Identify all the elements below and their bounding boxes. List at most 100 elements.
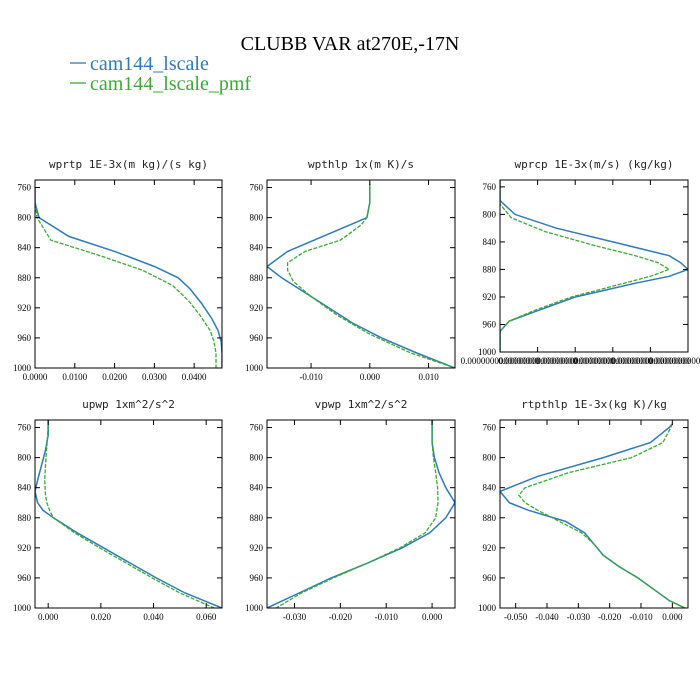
series-line-lscale-pmf [35,187,217,368]
figure-title: CLUBB VAR at270E,-17N [241,33,460,55]
y-tick-label: 960 [18,333,32,343]
series-line-lscale [500,180,688,352]
y-tick-label: 760 [250,183,264,193]
x-tick-label: -0.030 [567,612,591,622]
x-tick-label: -0.010 [299,372,323,382]
y-tick-label: 760 [18,423,32,433]
y-tick-label: 800 [250,213,264,223]
y-tick-label: 880 [18,513,32,523]
x-tick-label: 0.000 [422,612,443,622]
x-tick-label: 0.060 [196,612,217,622]
plot-frame [266,419,456,609]
x-tick-label: 0.0300 [142,372,167,382]
chart-panel-3: wprcp 1E-3x(m/s) (kg/kg) 760 800 840 880 920 9… [461,158,700,366]
y-tick-label: 920 [483,543,497,553]
legend: cam144_lscale cam144_lscale_pmf [70,53,251,95]
series-line-lscale [267,183,455,368]
x-tick-label: -0.050 [504,612,528,622]
y-tick-label: 1000 [478,347,497,357]
y-tick-label: 760 [18,183,32,193]
y-tick-label: 880 [250,273,264,283]
x-tick-label: 0.000 [38,612,59,622]
y-tick-label: 960 [18,573,32,583]
panel-title: wpthlp 1x(m K)/s [308,158,414,171]
y-tick-label: 840 [483,237,497,247]
y-tick-label: 800 [483,209,497,219]
chart-panel-6: rtpthlp 1E-3x(kg K)/kg 760 800 840 880 920 960… [478,398,689,622]
y-tick-label: 920 [250,543,264,553]
y-tick-label: 960 [483,573,497,583]
series-line-lscale [500,423,686,608]
y-tick-label: 1000 [13,363,32,373]
x-tick-label: 0.0000000000000000 [611,356,690,366]
x-tick-label: 0.0000000000000000 [649,356,700,366]
x-tick-label: -0.020 [329,612,353,622]
series-line-lscale [35,187,222,368]
x-tick-label: -0.010 [629,612,653,622]
x-tick-label: 0.0000000000000000 [461,356,540,366]
y-tick-label: 840 [250,483,264,493]
x-tick-label: 0.000 [662,612,683,622]
x-tick-label: 0.010 [418,372,439,382]
panel-title: rtpthlp 1E-3x(kg K)/kg [521,398,667,411]
y-tick-label: 1000 [245,363,264,373]
x-tick-label: 0.000 [360,372,381,382]
panel-title: wprtp 1E-3x(m kg)/(s kg) [49,158,208,171]
series-line-lscale [267,420,455,608]
y-tick-label: 920 [18,303,32,313]
y-tick-label: 880 [483,513,497,523]
y-tick-label: 960 [483,319,497,329]
panel-grid: wprtp 1E-3x(m kg)/(s kg) 760 800 840 880 920 9… [13,158,700,622]
legend-label-lscale-pmf: cam144_lscale_pmf [90,73,251,95]
x-tick-label: 0.0100 [62,372,87,382]
y-tick-label: 1000 [478,603,497,613]
series-line-lscale-pmf [517,423,686,608]
x-tick-label: 0.0400 [182,372,207,382]
series-line-lscale-pmf [275,420,439,608]
series-line-lscale-pmf [500,180,671,352]
y-tick-label: 1000 [13,603,32,613]
plot-frame [499,419,689,609]
y-tick-label: 880 [18,273,32,283]
y-tick-label: 760 [483,423,497,433]
panel-title: wprcp 1E-3x(m/s) (kg/kg) [515,158,674,171]
x-tick-label: 0.0200 [102,372,127,382]
y-tick-label: 960 [250,573,264,583]
x-tick-label: 0.040 [143,612,164,622]
chart-panel-2: wpthlp 1x(m K)/s 760 800 840 880 920 960 1000 -0… [245,158,456,382]
x-tick-label: -0.040 [535,612,559,622]
panel-title: upwp 1xm^2/s^2 [82,398,175,411]
x-tick-label: -0.020 [598,612,622,622]
y-tick-label: 880 [250,513,264,523]
x-tick-label: -0.030 [283,612,307,622]
y-tick-label: 920 [250,303,264,313]
plot-frame [34,179,223,369]
chart-panel-4: upwp 1xm^2/s^2 760 800 840 880 920 960 1000 0.00… [13,398,223,622]
y-tick-label: 920 [483,292,497,302]
y-tick-label: 800 [18,453,32,463]
y-tick-label: 800 [250,453,264,463]
y-tick-label: 840 [18,243,32,253]
chart-panel-1: wprtp 1E-3x(m kg)/(s kg) 760 800 840 880 920 9… [13,158,223,382]
x-tick-label: 0.020 [91,612,112,622]
y-tick-label: 840 [250,243,264,253]
plot-frame [499,179,689,353]
plot-frame [34,419,223,609]
series-line-lscale-pmf [286,183,455,368]
chart-panel-5: vpwp 1xm^2/s^2 760 800 840 880 920 960 1000 -0.0… [245,398,456,622]
x-tick-label: 0.0000000000000000 [498,356,577,366]
x-tick-label: 0.0000000000000000 [573,356,652,366]
x-tick-label: 0.0000 [23,372,48,382]
y-tick-label: 840 [483,483,497,493]
y-tick-label: 760 [250,423,264,433]
y-tick-label: 1000 [245,603,264,613]
y-tick-label: 880 [483,264,497,274]
y-tick-label: 800 [18,213,32,223]
y-tick-label: 800 [483,453,497,463]
series-line-lscale [35,420,222,608]
plot-frame [266,179,456,369]
y-tick-label: 840 [18,483,32,493]
legend-label-lscale: cam144_lscale [90,53,209,75]
y-tick-label: 920 [18,543,32,553]
